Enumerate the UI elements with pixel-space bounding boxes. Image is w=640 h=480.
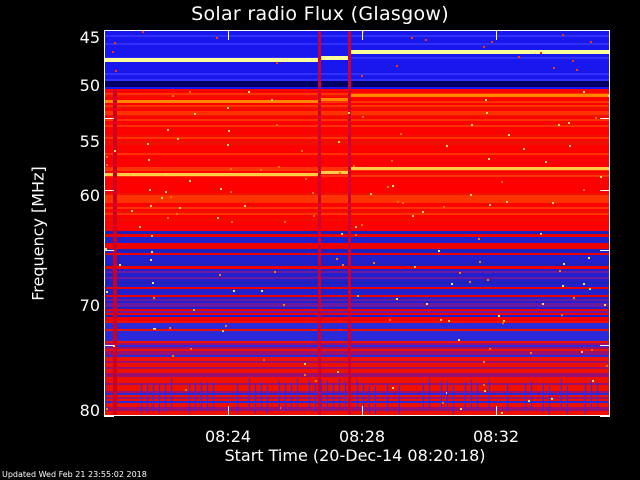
y-tick-mark	[600, 189, 610, 191]
y-tick-mark	[600, 117, 610, 119]
y-tick-mark	[600, 344, 610, 346]
y-tick-mark	[104, 344, 114, 346]
y-tick-label: 60	[79, 186, 100, 205]
chart-title: Solar radio Flux (Glasgow)	[191, 3, 449, 25]
y-tick-label: 70	[79, 296, 100, 315]
y-tick-mark	[600, 415, 610, 417]
y-tick-label: 50	[79, 76, 100, 95]
y-tick-mark	[104, 415, 114, 417]
y-tick-mark	[104, 29, 114, 31]
y-axis-label: Frequency [MHz]	[28, 166, 48, 301]
x-tick-mark	[228, 30, 229, 40]
x-tick-label: 08:24	[204, 427, 252, 446]
x-tick-mark	[496, 406, 497, 416]
x-tick-label: 08:28	[338, 427, 386, 446]
y-tick-label: 80	[79, 401, 100, 420]
y-tick-mark	[600, 29, 610, 31]
y-tick-label: 55	[79, 132, 100, 151]
spectrogram	[105, 31, 609, 415]
x-tick-mark	[362, 30, 363, 40]
x-tick-mark	[362, 406, 363, 416]
x-tick-mark	[228, 406, 229, 416]
x-tick-label: 08:32	[472, 427, 520, 446]
plot-area	[104, 30, 610, 416]
y-tick-mark	[104, 117, 114, 119]
updated-timestamp: Updated Wed Feb 21 23:55:02 2018	[2, 470, 147, 479]
y-tick-label: 45	[79, 28, 100, 47]
y-tick-mark	[600, 250, 610, 252]
x-tick-mark	[496, 30, 497, 40]
x-axis-label: Start Time (20-Dec-14 08:20:18)	[224, 446, 486, 465]
y-tick-mark	[104, 189, 114, 191]
y-tick-mark	[104, 250, 114, 252]
